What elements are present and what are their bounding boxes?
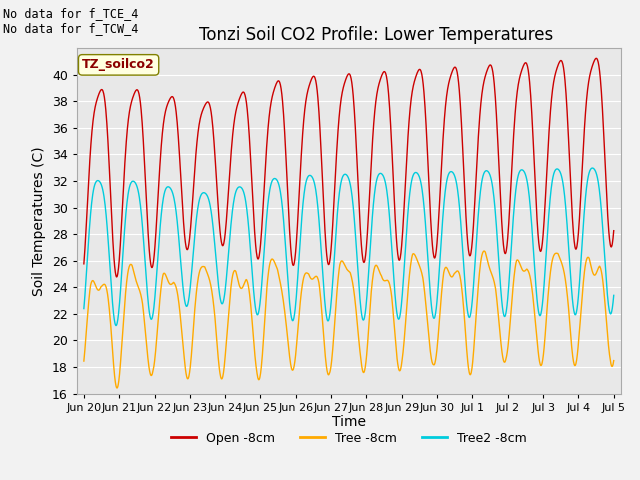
Text: TZ_soilco2: TZ_soilco2 <box>82 59 155 72</box>
Legend: Open -8cm, Tree -8cm, Tree2 -8cm: Open -8cm, Tree -8cm, Tree2 -8cm <box>166 427 532 450</box>
Text: No data for f_TCW_4: No data for f_TCW_4 <box>3 22 139 35</box>
X-axis label: Time: Time <box>332 415 366 430</box>
Y-axis label: Soil Temperatures (C): Soil Temperatures (C) <box>33 146 46 296</box>
Text: No data for f_TCE_4: No data for f_TCE_4 <box>3 7 139 20</box>
Title: Tonzi Soil CO2 Profile: Lower Temperatures: Tonzi Soil CO2 Profile: Lower Temperatur… <box>199 25 553 44</box>
